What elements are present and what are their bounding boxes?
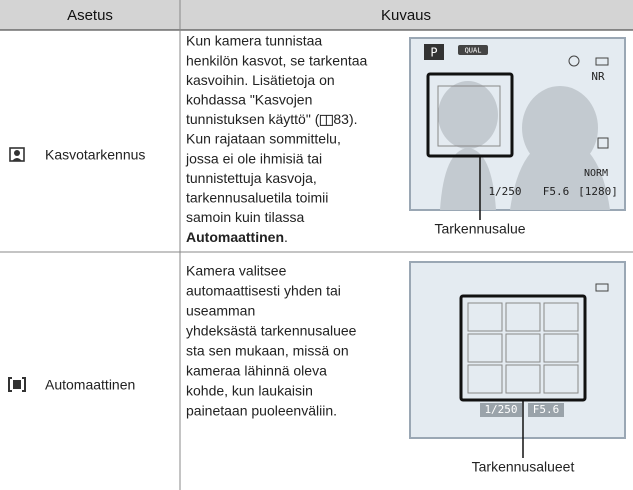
screen-shots: [1280] <box>578 185 618 198</box>
description-line: kohde, kun laukaisin <box>186 383 313 399</box>
screen-shutter: 1/250 <box>488 185 521 198</box>
description-line: kameraa lähinnä oleva <box>186 363 327 379</box>
description-line: painetaan puoleenväliin. <box>186 403 337 419</box>
description-line: useamman <box>186 303 255 319</box>
description-line: tunnistettuja kasvoja, <box>186 170 317 186</box>
description-line: sta sen mukaan, missä on <box>186 343 349 359</box>
description-line: henkilön kasvot, se tarkentaa <box>186 52 368 68</box>
screen-nr: NR <box>591 70 605 83</box>
screen-shutter: 1/250 <box>484 403 517 416</box>
description-line: Automaattinen. <box>186 229 288 245</box>
screen-aperture: F5.6 <box>533 403 560 416</box>
screen-aperture: F5.6 <box>543 185 570 198</box>
setting-label: Kasvotarkennus <box>45 147 145 163</box>
book-icon <box>319 114 333 126</box>
screen-illustration: P QUAL NR NORM 1/250 F5.6 [1280] <box>409 37 626 220</box>
screen-mode: P <box>430 46 437 60</box>
page-reference: 83). <box>333 111 357 127</box>
caption: Tarkennusalueet <box>472 459 575 475</box>
description-line: Kamera valitsee <box>186 263 287 279</box>
screen-image-mode: NORM <box>584 168 608 179</box>
description-line: tarkennusaluetila toimii <box>186 190 328 206</box>
screen-quality: QUAL <box>465 47 482 55</box>
setting-label: Automaattinen <box>45 377 135 393</box>
header-bg <box>0 0 633 30</box>
description-line: kohdassa "Kasvojen <box>186 92 312 108</box>
caption: Tarkennusalue <box>434 221 525 237</box>
description-line: samoin kuin tilassa <box>186 209 304 225</box>
header-cell: Kuvaus <box>381 7 431 24</box>
bold-term: Automaattinen <box>186 229 284 245</box>
screen-illustration: 1/250 F5.6 <box>409 261 626 458</box>
description-line: kasvoihin. Lisätietoja on <box>186 72 335 88</box>
description-line: tunnistuksen käyttö" ( <box>186 111 320 127</box>
face-icon <box>9 147 25 162</box>
description-line: automaattisesti yhden tai <box>186 283 341 299</box>
header-cell: Asetus <box>67 7 113 24</box>
punctuation: . <box>284 229 288 245</box>
description-line: Kun rajataan sommittelu, <box>186 131 341 147</box>
description-line: Kun kamera tunnistaa <box>186 33 322 49</box>
auto-icon <box>8 377 26 392</box>
description-line: yhdeksästä tarkennusaluee <box>186 323 357 339</box>
description-line: jossa ei ole ihmisiä tai <box>185 150 322 166</box>
